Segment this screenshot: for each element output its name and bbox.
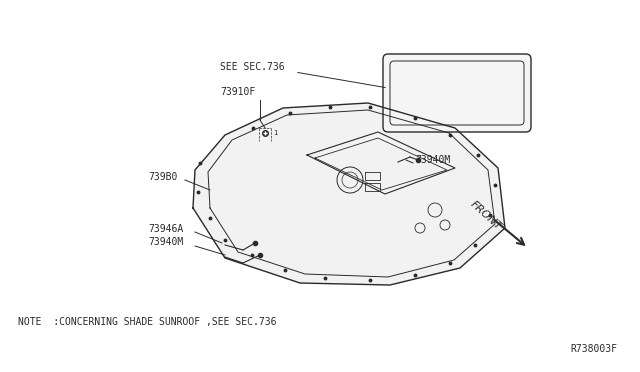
Text: R738003F: R738003F bbox=[570, 344, 617, 354]
Text: 739B0: 739B0 bbox=[148, 172, 177, 182]
Text: SEE SEC.736: SEE SEC.736 bbox=[220, 62, 285, 72]
Text: 73940M: 73940M bbox=[148, 237, 183, 247]
Text: NOTE  :CONCERNING SHADE SUNROOF ,SEE SEC.736: NOTE :CONCERNING SHADE SUNROOF ,SEE SEC.… bbox=[18, 317, 276, 327]
Polygon shape bbox=[193, 103, 505, 285]
Text: 73910F: 73910F bbox=[220, 87, 255, 97]
Text: 1: 1 bbox=[273, 130, 278, 136]
Text: 73940M: 73940M bbox=[415, 155, 451, 165]
Text: FRONT: FRONT bbox=[468, 199, 504, 232]
Text: 73946A: 73946A bbox=[148, 224, 183, 234]
FancyBboxPatch shape bbox=[383, 54, 531, 132]
